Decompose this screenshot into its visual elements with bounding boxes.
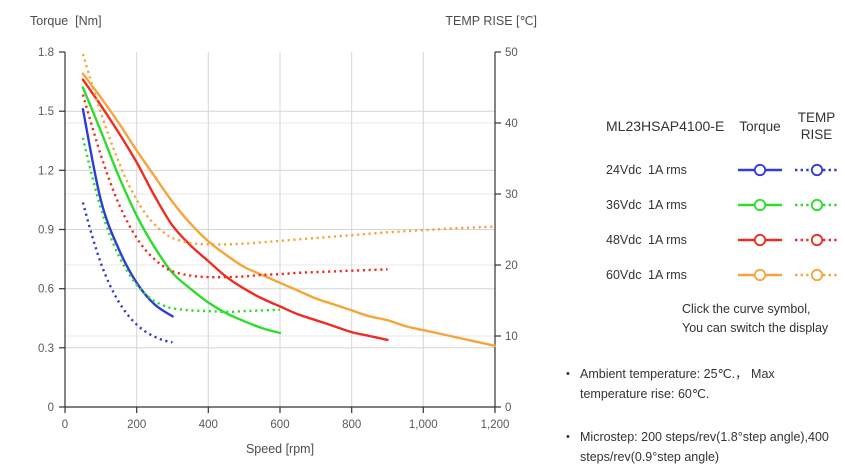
torque-symbol-button-24vdc[interactable] [732, 162, 788, 178]
left-tick-label: 0.3 [38, 343, 54, 355]
current-label: 1A rms [648, 232, 687, 247]
current-label: 1A rms [648, 267, 687, 282]
legend-rows: 24Vdc 1A rms 36Vdc 1A rms 48Vdc 1A rms 60Vdc 1A… [562, 152, 845, 292]
temp-rise-symbol-button-48vdc[interactable] [788, 232, 845, 248]
model-name: ML23HSAP4100-E [606, 118, 725, 134]
temp-rise-symbol-button-36vdc[interactable] [788, 197, 845, 213]
voltage-label: 48Vdc [606, 232, 642, 247]
x-axis-title: Speed [rpm] [246, 442, 314, 456]
torque-curve-symbol [738, 233, 782, 246]
right-tick-label: 50 [505, 47, 518, 59]
torque-temp-chart: Torque [Nm] TEMP RISE [℃] 0 0.3 0.6 0.9 1.2 1… [30, 14, 537, 456]
temp-rise-curve-symbol [794, 268, 839, 281]
x-tick-label: 600 [270, 419, 289, 431]
left-tick-label: 1.5 [38, 106, 54, 118]
torque-symbol-button-60vdc[interactable] [732, 267, 788, 283]
torque-curve-symbol [738, 163, 782, 176]
torque-curve-36vdc [81, 86, 282, 335]
note-text: Ambient temperature: 25℃.， Max [580, 367, 775, 381]
torque-curve-24vdc [81, 108, 174, 318]
legend-row-36vdc: 36Vdc 1A rms [562, 187, 845, 222]
temp-curve-36vdc [81, 137, 281, 314]
temp-rise-column-header: TEMP RISE [797, 110, 836, 142]
torque-curve-symbol [738, 198, 782, 211]
legend-row-24vdc: 24Vdc 1A rms [562, 152, 845, 187]
right-tick-label: 40 [505, 118, 518, 130]
left-axis-title: Torque [Nm] [30, 14, 102, 28]
torque-curve-48vdc [81, 78, 389, 342]
left-tick-label: 0.6 [38, 284, 54, 296]
left-tick-label: 0.9 [38, 225, 54, 237]
temp-rise-symbol-button-60vdc[interactable] [788, 267, 845, 283]
voltage-label: 60Vdc [606, 267, 642, 282]
legend-row-48vdc: 48Vdc 1A rms [562, 222, 845, 257]
voltage-label: 24Vdc [606, 162, 642, 177]
right-tick-label: 30 [505, 189, 518, 201]
current-label: 1A rms [648, 162, 687, 177]
legend-row-label: 36Vdc 1A rms [562, 198, 732, 212]
x-tick-label: 800 [342, 419, 361, 431]
temp-curve-24vdc [81, 202, 173, 344]
legend-hint: Click the curve symbol, You can switch t… [682, 302, 829, 335]
note-item: Ambient temperature: 25℃.， Max temperatur… [566, 364, 845, 404]
temp-curve-48vdc [81, 94, 388, 279]
right-tick-label: 10 [505, 331, 518, 343]
note-text: temperature rise: 60℃. [580, 387, 710, 401]
torque-curve-symbol [738, 268, 782, 281]
right-axis-title: TEMP RISE [℃] [445, 14, 537, 28]
x-tick-label: 400 [199, 419, 218, 431]
temp-rise-symbol-button-24vdc[interactable] [788, 162, 845, 178]
x-tick-label: 1,200 [481, 419, 510, 431]
plot-area: 0 0.3 0.6 0.9 1.2 1.5 1.8 0 10 20 30 40 50 0 200 400 600… [38, 47, 518, 431]
note-text: Microstep: 200 steps/rev(1.8°step angle)… [580, 430, 829, 444]
torque-curve-60vdc [81, 72, 497, 348]
left-tick-label: 0 [48, 402, 54, 414]
torque-symbol-button-36vdc[interactable] [732, 197, 788, 213]
note-item: Microstep: 200 steps/rev(1.8°step angle)… [566, 427, 845, 467]
legend-row-60vdc: 60Vdc 1A rms [562, 257, 845, 292]
legend-header: ML23HSAP4100-E Torque TEMP RISE [562, 100, 845, 152]
torque-column-header: Torque [739, 118, 781, 134]
x-tick-label: 1,000 [409, 419, 438, 431]
note-text: steps/rev(0.9°step angle) [580, 450, 720, 464]
legend-row-label: 60Vdc 1A rms [562, 268, 732, 282]
notes-list: Ambient temperature: 25℃.， Max temperatur… [562, 364, 845, 472]
x-tick-label: 200 [127, 419, 146, 431]
x-tick-label: 0 [62, 419, 68, 431]
legend-table: ML23HSAP4100-E Torque TEMP RISE 24Vdc 1A … [562, 100, 845, 292]
legend-row-label: 24Vdc 1A rms [562, 163, 732, 177]
legend-row-label: 48Vdc 1A rms [562, 233, 732, 247]
temp-rise-curve-symbol [794, 198, 839, 211]
temp-curve-60vdc [81, 53, 496, 246]
left-tick-label: 1.2 [38, 165, 54, 177]
temp-rise-curve-symbol [794, 233, 839, 246]
left-tick-label: 1.8 [38, 47, 54, 59]
voltage-label: 36Vdc [606, 197, 642, 212]
temp-rise-curve-symbol [794, 163, 839, 176]
right-tick-label: 0 [505, 402, 511, 414]
right-tick-label: 20 [505, 260, 518, 272]
torque-symbol-button-48vdc[interactable] [732, 232, 788, 248]
legend-panel: ML23HSAP4100-E Torque TEMP RISE 24Vdc 1A … [562, 100, 845, 472]
current-label: 1A rms [648, 197, 687, 212]
